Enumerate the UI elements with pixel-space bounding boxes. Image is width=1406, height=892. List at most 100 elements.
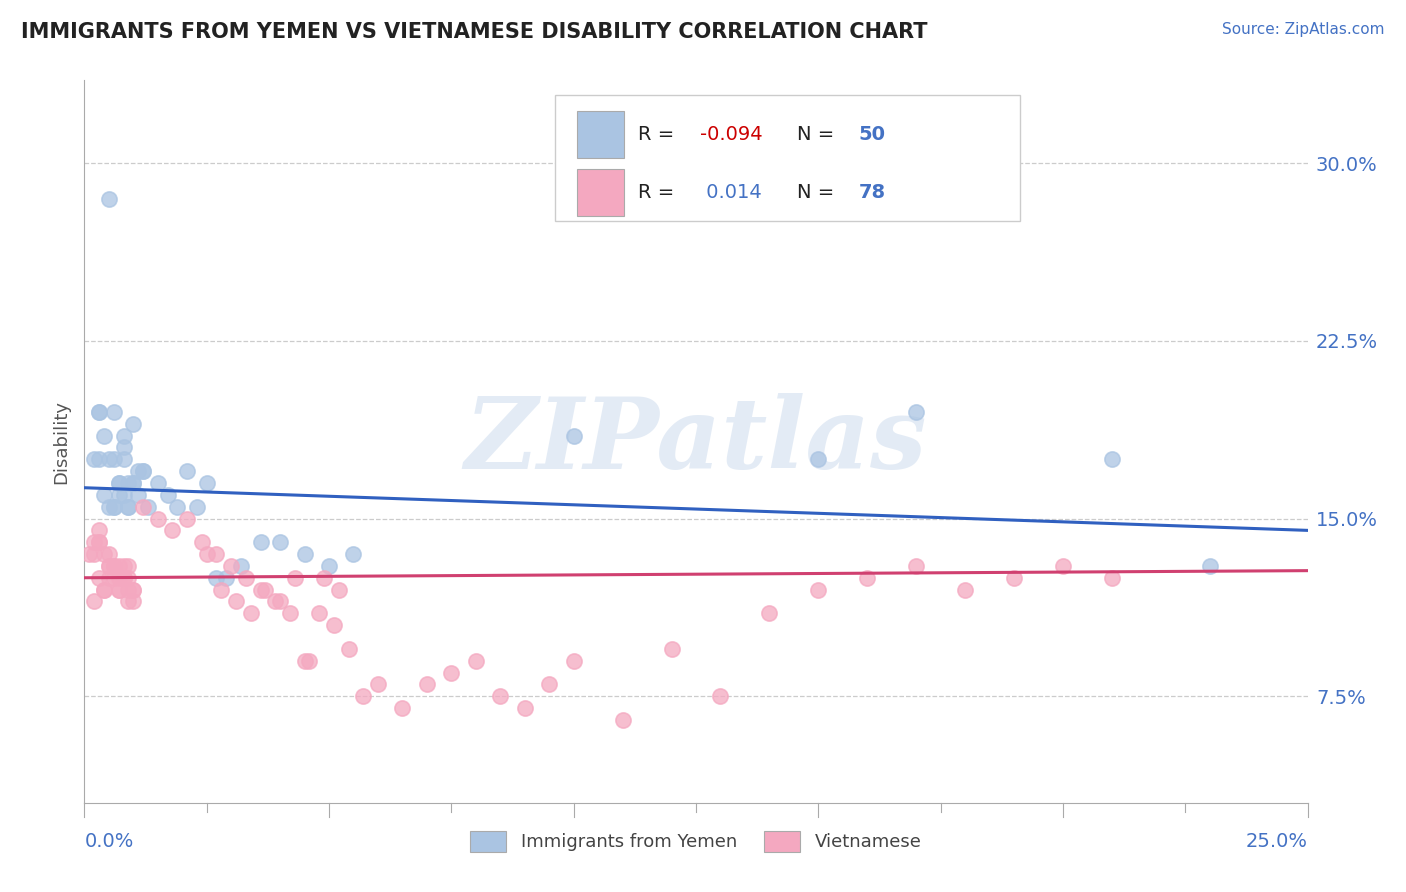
Point [103,558,125,573]
Point [97,452,120,467]
Point [107,475,129,490]
Point [93,582,115,597]
Text: IMMIGRANTS FROM YEMEN VS VIETNAMESE DISABILITY CORRELATION CHART: IMMIGRANTS FROM YEMEN VS VIETNAMESE DISA… [21,22,928,42]
Point [103,500,125,514]
Point [219,558,242,573]
Point [562,654,585,668]
Point [117,475,139,490]
Point [107,558,129,573]
Point [83,535,105,549]
Point [112,452,135,467]
Point [318,558,340,573]
Point [112,571,135,585]
Point [93,582,115,597]
Point [127,488,149,502]
Point [107,582,129,597]
Point [97,558,120,573]
Point [1198,558,1220,573]
Point [328,582,350,597]
Point [176,511,198,525]
Point [352,689,374,703]
Y-axis label: Disability: Disability [52,400,70,483]
Point [112,558,135,573]
Point [112,488,135,502]
Point [103,452,125,467]
Point [215,571,238,585]
Point [758,607,780,621]
Point [103,571,125,585]
Point [87,535,110,549]
Point [249,582,271,597]
Point [97,500,120,514]
Point [513,701,536,715]
Point [117,500,139,514]
Text: 50: 50 [859,125,886,144]
Point [294,654,316,668]
Point [391,701,413,715]
Text: N =: N = [797,183,841,202]
Point [103,405,125,419]
Text: 25.0%: 25.0% [1246,831,1308,851]
Point [107,571,129,585]
Point [314,571,336,585]
Point [322,618,344,632]
Point [93,547,115,561]
Point [856,571,879,585]
Point [83,594,105,608]
Point [87,405,110,419]
Point [905,405,928,419]
Point [489,689,512,703]
Point [132,464,155,478]
Point [156,488,179,502]
Point [87,524,110,538]
Point [269,594,291,608]
Point [122,594,145,608]
Text: ZIPatlas: ZIPatlas [465,393,927,490]
Point [77,547,100,561]
Point [186,500,208,514]
Text: 78: 78 [859,183,886,202]
Point [1002,571,1025,585]
Point [122,582,145,597]
Point [132,464,155,478]
Point [176,464,198,478]
Point [93,428,115,442]
Point [440,665,463,680]
Point [117,500,139,514]
Point [235,571,257,585]
Point [661,641,683,656]
Point [97,547,120,561]
Text: 0.0%: 0.0% [84,831,134,851]
Point [93,488,115,502]
Point [87,571,110,585]
Point [146,475,169,490]
Point [807,452,830,467]
Point [166,500,188,514]
Text: -0.094: -0.094 [700,125,762,144]
Point [162,524,184,538]
Point [117,582,139,597]
Point [87,452,110,467]
Point [112,571,135,585]
FancyBboxPatch shape [578,111,624,158]
Point [132,500,155,514]
Point [112,441,135,455]
Text: N =: N = [797,125,841,144]
Point [416,677,439,691]
Point [229,558,252,573]
Point [294,547,316,561]
Point [83,452,105,467]
Point [562,428,585,442]
Point [127,464,149,478]
Point [209,582,232,597]
Point [107,475,129,490]
Point [87,405,110,419]
Point [337,641,360,656]
Point [239,607,262,621]
Point [117,594,139,608]
Point [191,535,214,549]
Point [122,417,145,431]
Point [278,607,301,621]
Point [205,547,228,561]
Point [205,571,228,585]
